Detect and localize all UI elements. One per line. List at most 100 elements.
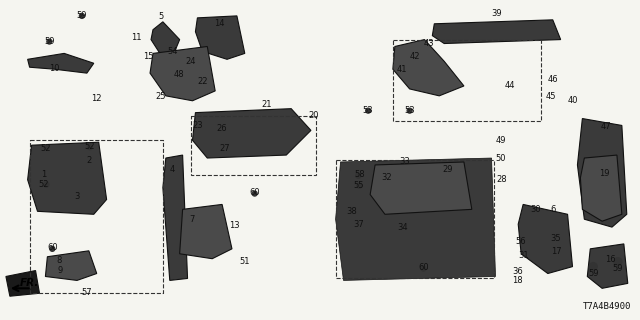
Text: 7: 7 <box>190 215 195 224</box>
Bar <box>191 116 316 175</box>
Text: 14: 14 <box>214 19 225 28</box>
Text: 47: 47 <box>601 122 611 131</box>
Text: 17: 17 <box>552 247 562 256</box>
Polygon shape <box>28 142 107 214</box>
Text: 52: 52 <box>84 142 95 151</box>
Text: 44: 44 <box>505 82 516 91</box>
Text: 6: 6 <box>550 205 556 214</box>
Bar <box>393 40 541 121</box>
Circle shape <box>365 108 371 113</box>
Text: 27: 27 <box>220 144 230 153</box>
Circle shape <box>44 182 49 187</box>
Text: 37: 37 <box>353 220 364 229</box>
Polygon shape <box>28 53 94 73</box>
Circle shape <box>356 173 361 178</box>
Text: 16: 16 <box>605 255 615 264</box>
Circle shape <box>407 108 412 113</box>
Polygon shape <box>193 109 311 158</box>
Bar <box>335 160 493 278</box>
Polygon shape <box>588 244 628 288</box>
Text: 13: 13 <box>228 221 239 230</box>
Text: 8: 8 <box>56 256 62 265</box>
Circle shape <box>614 258 622 266</box>
Polygon shape <box>180 204 232 259</box>
Polygon shape <box>393 40 464 96</box>
Text: 51: 51 <box>239 257 250 266</box>
Text: 39: 39 <box>491 9 502 19</box>
Text: 20: 20 <box>308 111 319 120</box>
Text: 53: 53 <box>362 106 372 115</box>
Bar <box>29 140 163 293</box>
Text: 35: 35 <box>550 235 561 244</box>
Text: T7A4B4900: T7A4B4900 <box>582 301 631 311</box>
Text: 41: 41 <box>397 65 407 74</box>
Polygon shape <box>45 251 97 280</box>
Text: 4: 4 <box>170 165 175 174</box>
Polygon shape <box>577 118 627 227</box>
Polygon shape <box>163 155 188 280</box>
Text: 11: 11 <box>131 33 141 42</box>
Circle shape <box>50 246 55 251</box>
Text: 12: 12 <box>92 94 102 103</box>
Text: FR.: FR. <box>20 278 39 288</box>
Text: 36: 36 <box>512 267 523 276</box>
Text: 58: 58 <box>354 170 365 179</box>
Text: 46: 46 <box>547 75 558 84</box>
Polygon shape <box>151 22 180 56</box>
Text: 48: 48 <box>173 70 184 79</box>
Text: 50: 50 <box>495 154 506 163</box>
Text: 22: 22 <box>197 76 207 85</box>
Polygon shape <box>335 158 495 280</box>
Circle shape <box>87 145 92 150</box>
Text: 32: 32 <box>381 173 392 182</box>
Text: 59: 59 <box>612 264 623 273</box>
Text: 52: 52 <box>38 180 49 189</box>
Text: 57: 57 <box>81 288 92 297</box>
Text: 59: 59 <box>588 269 598 278</box>
Text: 60: 60 <box>418 263 429 272</box>
Text: 54: 54 <box>168 47 178 56</box>
Circle shape <box>421 266 426 271</box>
Text: 34: 34 <box>397 223 408 232</box>
Polygon shape <box>6 270 40 296</box>
Circle shape <box>44 145 49 150</box>
Text: 30: 30 <box>531 205 541 214</box>
Text: 60: 60 <box>47 243 58 252</box>
Circle shape <box>252 191 257 196</box>
Text: 18: 18 <box>512 276 522 285</box>
Text: 24: 24 <box>185 57 196 66</box>
Circle shape <box>357 183 362 188</box>
Text: 38: 38 <box>346 207 356 216</box>
Text: 26: 26 <box>217 124 227 133</box>
Text: 52: 52 <box>40 144 51 153</box>
Text: 19: 19 <box>599 169 609 178</box>
Text: 49: 49 <box>495 136 506 145</box>
Text: 33: 33 <box>399 157 410 166</box>
Polygon shape <box>195 16 244 59</box>
Text: 15: 15 <box>143 52 154 61</box>
Text: 2: 2 <box>86 156 92 164</box>
Text: 55: 55 <box>353 181 364 190</box>
Text: 43: 43 <box>424 39 435 48</box>
Text: 53: 53 <box>404 106 415 115</box>
Polygon shape <box>580 155 622 221</box>
Text: 10: 10 <box>49 64 60 73</box>
Polygon shape <box>433 20 561 44</box>
Text: 28: 28 <box>496 175 507 184</box>
Text: 59: 59 <box>77 12 87 20</box>
Text: 29: 29 <box>442 165 452 174</box>
Circle shape <box>47 39 52 44</box>
Text: 9: 9 <box>58 266 63 275</box>
Polygon shape <box>370 162 472 214</box>
Text: 42: 42 <box>410 52 420 61</box>
Text: 56: 56 <box>516 237 527 246</box>
Text: 1: 1 <box>41 170 46 179</box>
Circle shape <box>79 13 84 18</box>
Text: 59: 59 <box>44 37 54 46</box>
Text: 3: 3 <box>74 192 79 201</box>
Polygon shape <box>150 46 215 101</box>
Text: 60: 60 <box>250 188 260 197</box>
Circle shape <box>589 263 597 270</box>
Text: 23: 23 <box>192 121 203 130</box>
Polygon shape <box>518 204 573 274</box>
